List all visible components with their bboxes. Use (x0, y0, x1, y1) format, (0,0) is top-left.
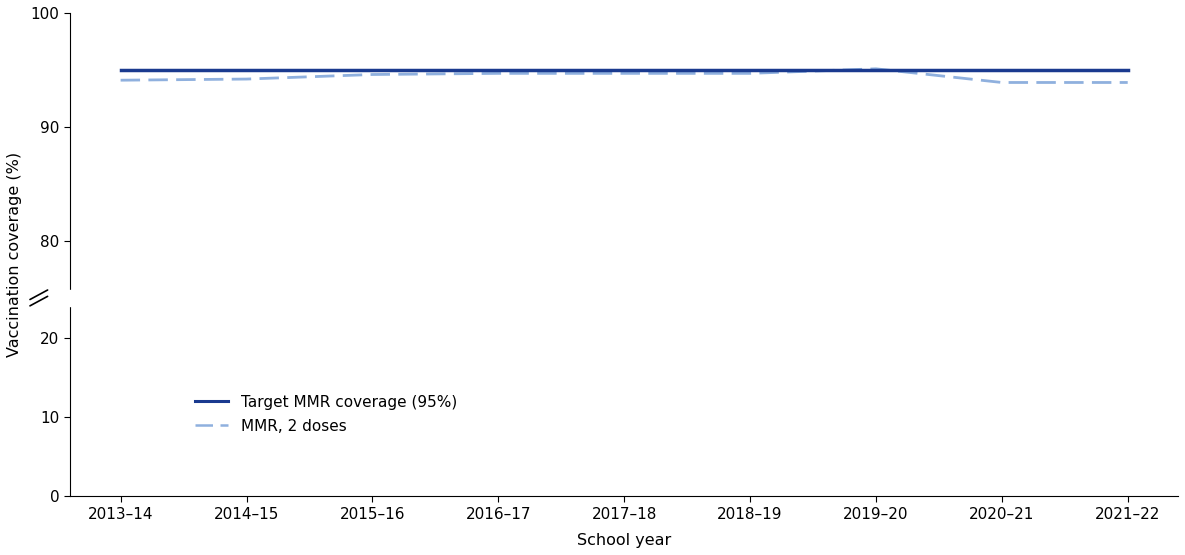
Legend: Target MMR coverage (95%), MMR, 2 doses: Target MMR coverage (95%), MMR, 2 doses (188, 388, 463, 440)
Y-axis label: Vaccination coverage (%): Vaccination coverage (%) (7, 152, 23, 357)
Bar (20, 290, 77, 306)
X-axis label: School year: School year (577, 533, 671, 548)
